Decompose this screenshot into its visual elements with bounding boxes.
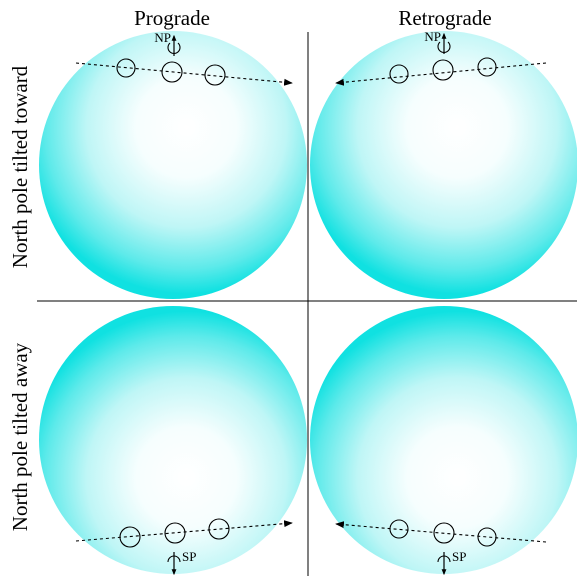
south-pole-marker: SP <box>167 549 196 576</box>
planet-circle <box>389 519 409 539</box>
panel-retrograde-toward: NP <box>310 29 577 299</box>
star-disk <box>310 306 577 574</box>
column-title-prograde: Prograde <box>134 6 210 30</box>
planet-circle <box>477 57 497 77</box>
planet-circle <box>208 518 230 540</box>
transit-path <box>75 62 293 86</box>
north-pole-marker: NP <box>154 30 181 56</box>
panel-retrograde-away: SP <box>310 306 577 576</box>
planet-circle <box>477 527 497 547</box>
spin-direction-icon <box>167 555 181 563</box>
spin-direction-icon <box>437 555 451 563</box>
planet-circle <box>161 61 183 83</box>
north-pole-label: NP <box>154 30 171 45</box>
star-disk <box>39 306 307 574</box>
planet-circle <box>204 64 226 86</box>
panel-prograde-toward: NP <box>39 30 307 299</box>
south-pole-label: SP <box>452 549 466 564</box>
spin-direction-icon <box>167 42 181 54</box>
planet-circle <box>164 522 186 544</box>
planet-circle <box>433 522 455 544</box>
north-pole-label: NP <box>424 29 441 44</box>
star-disk <box>310 31 577 299</box>
star-disk <box>39 31 307 299</box>
transit-path <box>335 521 547 543</box>
south-pole-label: SP <box>182 549 196 564</box>
transit-path <box>335 62 547 86</box>
planet-circle <box>116 58 136 78</box>
panel-prograde-away: SP <box>39 306 307 576</box>
south-pole-marker: SP <box>437 549 466 576</box>
planet-circle <box>432 59 454 81</box>
row-title-tilted-away: North pole tilted away <box>8 342 32 531</box>
column-title-retrograde: Retrograde <box>398 6 491 30</box>
row-title-tilted-toward: North pole tilted toward <box>8 65 32 268</box>
north-pole-marker: NP <box>424 29 451 54</box>
planet-circle <box>119 526 141 548</box>
planet-circle <box>389 64 409 84</box>
transit-path <box>75 520 293 542</box>
spin-direction-icon <box>437 41 451 53</box>
